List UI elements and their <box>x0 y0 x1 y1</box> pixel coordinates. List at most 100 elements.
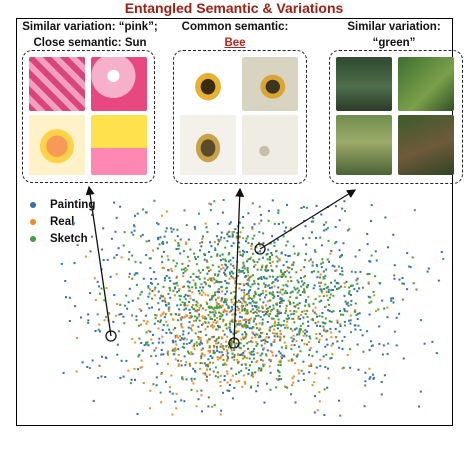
scatter-point <box>393 330 396 333</box>
scatter-point <box>178 294 181 297</box>
scatter-point <box>110 237 113 240</box>
scatter-point <box>327 239 330 242</box>
scatter-point <box>418 405 420 408</box>
scatter-point <box>200 357 203 360</box>
scatter-point <box>245 237 248 240</box>
scatter-point <box>322 295 325 298</box>
scatter-point <box>122 244 125 247</box>
scatter-point <box>174 282 177 285</box>
scatter-point <box>96 313 99 316</box>
scatter-point <box>324 322 327 325</box>
scatter-point <box>125 294 128 297</box>
scatter-point <box>276 332 278 335</box>
scatter-point <box>231 318 234 321</box>
scatter-point <box>259 334 262 337</box>
scatter-point <box>239 354 242 357</box>
scatter-point <box>279 332 282 335</box>
scatter-point <box>176 334 179 337</box>
scatter-point <box>226 335 229 338</box>
scatter-point <box>253 282 256 285</box>
scatter-point <box>178 313 181 316</box>
scatter-point <box>226 354 228 357</box>
scatter-point <box>232 242 235 245</box>
scatter-point <box>122 315 125 318</box>
scatter-point <box>68 296 71 299</box>
scatter-point <box>165 320 168 323</box>
scatter-point <box>237 309 240 311</box>
scatter-point <box>218 270 221 273</box>
scatter-point <box>240 363 243 366</box>
scatter-point <box>275 255 278 258</box>
scatter-point <box>142 277 145 280</box>
scatter-point <box>305 206 308 209</box>
scatter-point <box>252 357 255 360</box>
scatter-point <box>235 332 237 335</box>
scatter-point <box>204 293 207 296</box>
scatter-point <box>180 325 183 328</box>
scatter-point <box>261 331 264 334</box>
scatter-point <box>172 282 175 285</box>
scatter-point <box>310 318 313 321</box>
scatter-point <box>205 378 208 381</box>
scatter-point <box>285 347 288 350</box>
scatter-point <box>262 242 265 245</box>
scatter-point <box>406 252 409 255</box>
scatter-point <box>176 235 179 238</box>
scatter-point <box>103 319 106 322</box>
scatter-point <box>160 349 163 351</box>
scatter-point <box>207 396 210 399</box>
scatter-point <box>401 282 404 285</box>
scatter-point <box>419 319 422 322</box>
scatter-point <box>328 296 331 299</box>
caption-pink-sun: Similar variation: “pink”; Close semanti… <box>22 19 158 51</box>
scatter-point <box>220 231 223 234</box>
scatter-point <box>264 268 267 271</box>
scatter-point <box>177 319 179 322</box>
scatter-point <box>222 320 225 323</box>
scatter-point <box>244 304 247 307</box>
scatter-point <box>311 355 314 357</box>
scatter-point <box>201 315 204 318</box>
scatter-point <box>149 407 152 410</box>
scatter-point <box>98 292 101 295</box>
scatter-point <box>194 258 197 260</box>
scatter-point <box>171 270 173 272</box>
scatter-point <box>291 384 293 387</box>
scatter-point <box>151 297 154 300</box>
scatter-point <box>199 336 202 339</box>
scatter-point <box>329 252 332 255</box>
scatter-point <box>285 324 288 327</box>
scatter-point <box>204 222 207 225</box>
scatter-point <box>137 355 140 358</box>
scatter-point <box>226 381 229 384</box>
scatter-point <box>257 381 260 384</box>
scatter-point <box>188 317 191 319</box>
scatter-point <box>258 241 260 244</box>
scatter-point <box>221 297 224 300</box>
scatter-point <box>241 326 244 329</box>
scatter-point <box>213 344 216 347</box>
scatter-point <box>248 279 251 282</box>
scatter-point <box>369 376 372 379</box>
scatter-point <box>229 323 232 326</box>
scatter-point <box>329 327 332 330</box>
scatter-point <box>265 307 268 310</box>
scatter-point <box>262 347 265 350</box>
scatter-point <box>213 200 216 203</box>
scatter-point <box>239 347 242 350</box>
scatter-point <box>253 334 256 336</box>
scatter-point <box>226 358 229 361</box>
scatter-point <box>87 319 90 322</box>
scatter-point <box>225 298 228 301</box>
scatter-point <box>325 228 328 231</box>
scatter-point <box>195 341 198 344</box>
scatter-point <box>244 363 247 366</box>
scatter-point <box>168 276 171 279</box>
scatter-point <box>244 322 247 325</box>
scatter-point <box>346 310 349 313</box>
scatter-point <box>179 339 182 341</box>
scatter-point <box>290 280 293 282</box>
scatter-point <box>325 338 328 341</box>
scatter-point <box>278 378 281 381</box>
scatter-point <box>165 275 168 277</box>
